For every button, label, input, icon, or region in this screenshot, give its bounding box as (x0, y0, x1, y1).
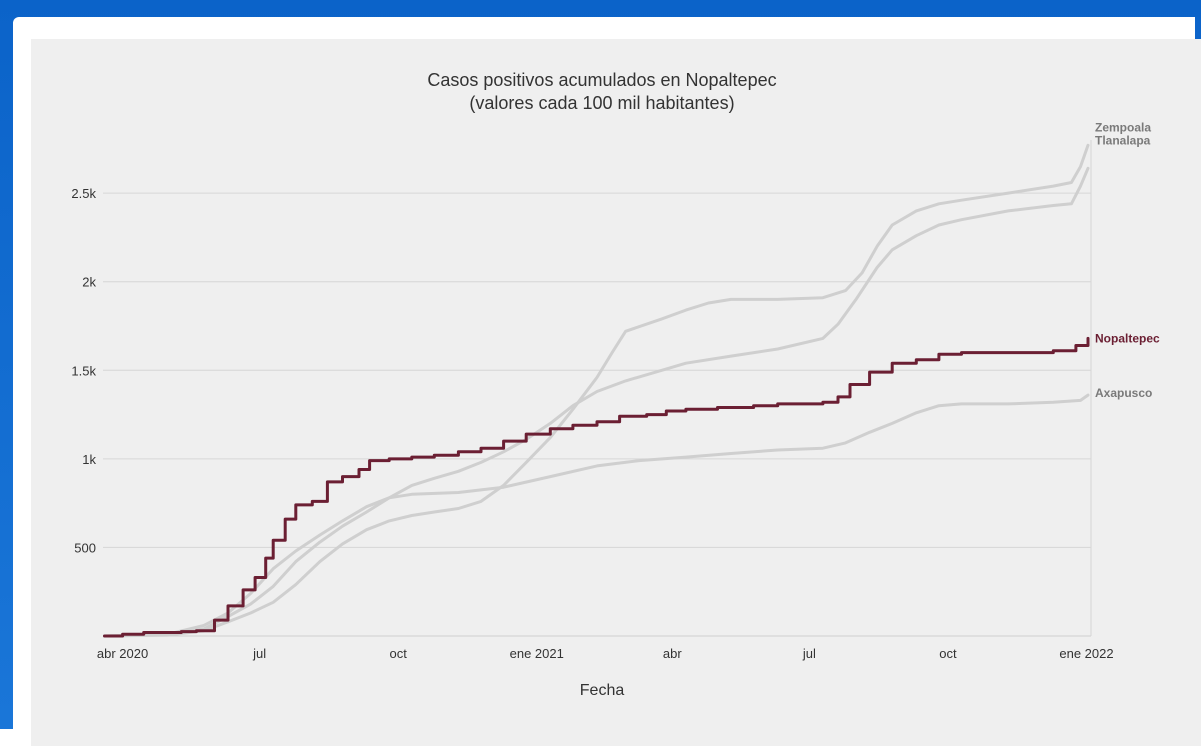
series-line-nopaltepec (103, 336, 1090, 638)
x-tick-label: oct (390, 646, 408, 661)
y-tick-label: 2k (82, 275, 96, 290)
series-line-zempoala (103, 143, 1090, 638)
grid-lines (103, 140, 1092, 637)
series-line-axapusco (103, 393, 1090, 638)
series-label-nopaltepec: Nopaltepec (1095, 331, 1160, 345)
series-label-axapusco: Axapusco (1095, 386, 1152, 400)
chart-subtitle: (valores cada 100 mil habitantes) (469, 93, 734, 113)
x-axis-title: Fecha (580, 682, 625, 699)
series-lines (103, 143, 1090, 638)
y-tick-label: 1.5k (71, 363, 96, 378)
x-tick-label: oct (939, 646, 957, 661)
x-tick-label: jul (802, 646, 816, 661)
y-tick-label: 500 (74, 540, 96, 555)
chart-title: Casos positivos acumulados en Nopaltepec (427, 70, 776, 90)
chart: Casos positivos acumulados en Nopaltepec… (71, 70, 1160, 699)
x-tick-label: jul (252, 646, 266, 661)
y-tick-label: 1k (82, 452, 96, 467)
x-tick-label: ene 2021 (510, 646, 564, 661)
series-label-zempoala: Zempoala (1095, 120, 1151, 134)
x-tick-label: ene 2022 (1059, 646, 1113, 661)
chart-background (31, 39, 1201, 746)
y-tick-label: 2.5k (71, 186, 96, 201)
chart-panel (13, 17, 1201, 746)
series-line-tlanalapa (103, 166, 1090, 638)
x-tick-label: abr (663, 646, 682, 661)
series-label-tlanalapa: Tlanalapa (1095, 133, 1151, 147)
x-tick-label: abr 2020 (97, 646, 148, 661)
labels: Casos positivos acumulados en Nopaltepec… (71, 70, 1160, 699)
